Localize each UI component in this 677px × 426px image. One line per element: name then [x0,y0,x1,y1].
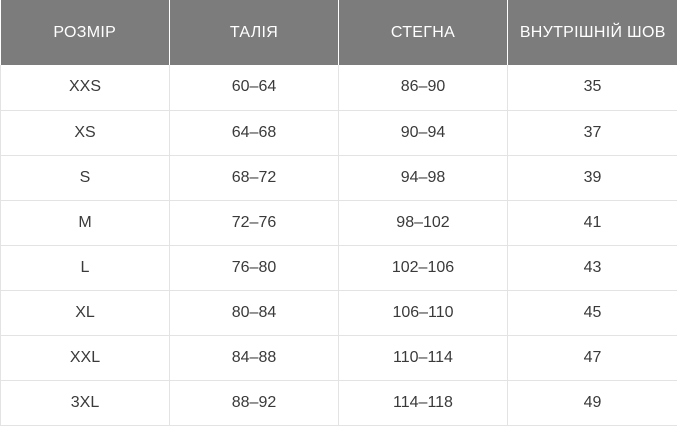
cell-hips: 98–102 [338,200,508,246]
header-inseam: ВНУТРІШНІЙ ШОВ [507,0,677,65]
cell-size: XXL [0,335,170,381]
table-row: XL 80–84 106–110 45 [0,290,677,336]
cell-hips: 86–90 [338,65,508,111]
cell-inseam: 49 [507,380,677,426]
cell-inseam: 43 [507,245,677,291]
cell-inseam: 35 [507,65,677,111]
cell-size: XS [0,110,170,156]
header-row: РОЗМІР ТАЛІЯ СТЕГНА ВНУТРІШНІЙ ШОВ [0,0,677,65]
cell-size: XXS [0,65,170,111]
table-row: L 76–80 102–106 43 [0,245,677,291]
table-row: M 72–76 98–102 41 [0,200,677,246]
cell-size: L [0,245,170,291]
cell-waist: 84–88 [169,335,339,381]
cell-waist: 72–76 [169,200,339,246]
cell-inseam: 37 [507,110,677,156]
cell-size: M [0,200,170,246]
table-body: XXS 60–64 86–90 35 XS 64–68 90–94 37 S 6… [0,65,677,426]
cell-hips: 106–110 [338,290,508,336]
header-size: РОЗМІР [0,0,170,65]
cell-hips: 110–114 [338,335,508,381]
table-row: S 68–72 94–98 39 [0,155,677,201]
cell-waist: 76–80 [169,245,339,291]
cell-waist: 64–68 [169,110,339,156]
cell-hips: 114–118 [338,380,508,426]
cell-inseam: 41 [507,200,677,246]
cell-waist: 68–72 [169,155,339,201]
cell-size: S [0,155,170,201]
table-row: 3XL 88–92 114–118 49 [0,380,677,426]
cell-waist: 88–92 [169,380,339,426]
cell-inseam: 47 [507,335,677,381]
cell-size: 3XL [0,380,170,426]
table-row: XXL 84–88 110–114 47 [0,335,677,381]
table-header: РОЗМІР ТАЛІЯ СТЕГНА ВНУТРІШНІЙ ШОВ [0,0,677,65]
table-row: XS 64–68 90–94 37 [0,110,677,156]
header-hips: СТЕГНА [338,0,508,65]
header-waist: ТАЛІЯ [169,0,339,65]
table-row: XXS 60–64 86–90 35 [0,65,677,111]
cell-waist: 80–84 [169,290,339,336]
cell-hips: 102–106 [338,245,508,291]
cell-size: XL [0,290,170,336]
cell-hips: 94–98 [338,155,508,201]
cell-hips: 90–94 [338,110,508,156]
cell-inseam: 39 [507,155,677,201]
cell-inseam: 45 [507,290,677,336]
cell-waist: 60–64 [169,65,339,111]
